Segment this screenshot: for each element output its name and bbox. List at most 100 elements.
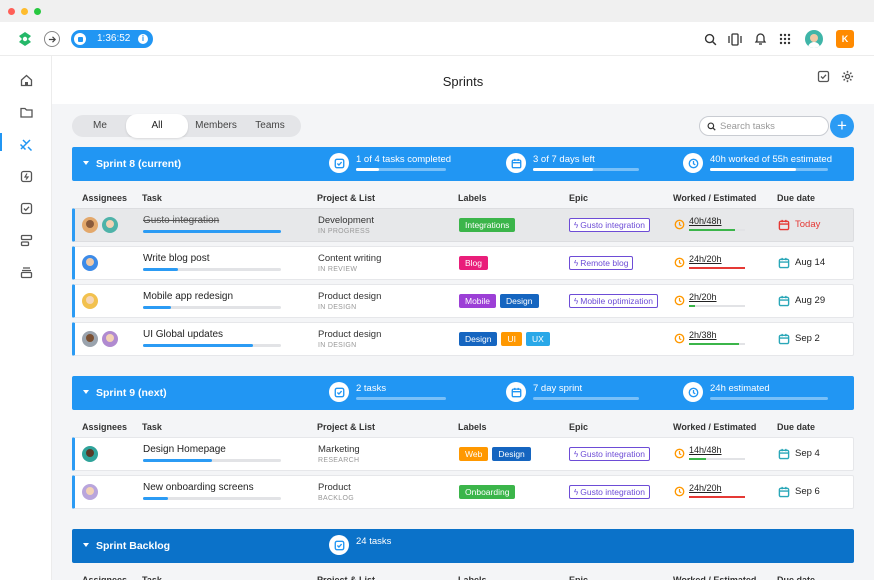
assignee-avatar[interactable] [82, 293, 98, 309]
assignee-avatar[interactable] [102, 331, 118, 347]
task-list-icon[interactable] [815, 68, 831, 84]
worked-progress-fill [689, 305, 695, 307]
task-name[interactable]: Gusto integration [143, 215, 220, 226]
epic-tag[interactable]: ϟ Gusto integration [569, 447, 650, 461]
task-name[interactable]: Write blog post [143, 253, 210, 264]
timeline-icon[interactable] [727, 31, 743, 47]
search-tasks-box[interactable] [699, 116, 829, 136]
sprint-stat-text: 3 of 7 days left [533, 154, 595, 165]
search-icon[interactable] [702, 31, 718, 47]
project-name[interactable]: Marketing [318, 444, 360, 455]
task-progress [143, 497, 281, 500]
search-tasks-input[interactable] [720, 119, 824, 133]
expand-arrow-icon[interactable] [44, 31, 60, 47]
task-row[interactable]: Mobile app redesign Product design IN DESI… [72, 284, 854, 318]
assignee-avatar[interactable] [82, 331, 98, 347]
assignee-avatar[interactable] [82, 255, 98, 271]
label-tag[interactable]: UI [501, 332, 522, 346]
epic-tag[interactable]: ϟ Mobile optimization [569, 294, 658, 308]
sprint-header[interactable]: Sprint 8 (current) 1 of 4 tasks completed… [72, 147, 854, 181]
sprint-stat-progress-fill [356, 168, 379, 171]
archive-icon[interactable] [17, 263, 35, 281]
bell-icon[interactable] [752, 31, 768, 47]
worked-estimated-value[interactable]: 2h/38h [689, 330, 717, 340]
avatar-face [86, 487, 94, 495]
assignee-avatar[interactable] [82, 484, 98, 500]
due-date[interactable]: Sep 4 [795, 448, 820, 459]
task-name[interactable]: New onboarding screens [143, 482, 254, 493]
project-name[interactable]: Product [318, 482, 351, 493]
reports-icon[interactable] [17, 231, 35, 249]
task-row[interactable]: Gusto integration Development IN PROGRESS I… [72, 208, 854, 242]
task-progress [143, 230, 281, 233]
tab-me[interactable]: Me [93, 120, 107, 131]
worked-estimated-value[interactable]: 40h/48h [689, 216, 722, 226]
task-name[interactable]: Design Homepage [143, 444, 226, 455]
timer-pill[interactable]: 1:36:52 i [71, 30, 153, 48]
timer-info-icon[interactable]: i [138, 34, 148, 44]
task-row[interactable]: UI Global updates Product design IN DESIGN… [72, 322, 854, 356]
collapse-chevron-icon[interactable] [83, 543, 89, 547]
task-row[interactable]: Write blog post Content writing IN REVIEW B… [72, 246, 854, 280]
label-tag[interactable]: Design [492, 447, 531, 461]
epic-tag[interactable]: ϟ Gusto integration [569, 485, 650, 499]
collapse-chevron-icon[interactable] [83, 390, 89, 394]
assignee-avatar[interactable] [82, 446, 98, 462]
home-icon[interactable] [17, 71, 35, 89]
due-date[interactable]: Aug 29 [795, 295, 826, 306]
maximize-window-dot[interactable] [34, 8, 41, 15]
epic-name: Mobile optimization [580, 296, 653, 306]
task-name[interactable]: Mobile app redesign [143, 291, 234, 302]
assignee-avatar[interactable] [82, 217, 98, 233]
collapse-chevron-icon[interactable] [83, 161, 89, 165]
app-logo-icon[interactable] [16, 30, 34, 48]
task-row[interactable]: Design Homepage Marketing RESEARCH Web Desig… [72, 437, 854, 471]
project-name[interactable]: Content writing [318, 253, 382, 264]
sprint-header[interactable]: Sprint 9 (next) 2 tasks 7 day sprint 24h es… [72, 376, 854, 410]
close-window-dot[interactable] [8, 8, 15, 15]
tasks-check-icon[interactable] [17, 199, 35, 217]
workspace-badge[interactable]: K [836, 30, 854, 48]
project-name[interactable]: Product design [318, 291, 382, 302]
tab-teams[interactable]: Teams [255, 120, 285, 131]
due-date[interactable]: Sep 6 [795, 486, 820, 497]
label-tag[interactable]: Design [459, 332, 498, 346]
epic-tag[interactable]: ϟ Gusto integration [569, 218, 650, 232]
assignee-avatar[interactable] [102, 217, 118, 233]
apps-grid-icon[interactable] [777, 31, 793, 47]
folder-icon[interactable] [17, 103, 35, 121]
epic-tag[interactable]: ϟ Remote blog [569, 256, 634, 270]
column-header: Project & List [317, 193, 376, 203]
task-row[interactable]: New onboarding screens Product BACKLOG Onbo… [72, 475, 854, 509]
tab-all[interactable]: All [126, 114, 188, 138]
minimize-window-dot[interactable] [21, 8, 28, 15]
worked-estimated-value[interactable]: 24h/20h [689, 483, 722, 493]
label-tag[interactable]: Mobile [459, 294, 497, 308]
worked-estimated-value[interactable]: 24h/20h [689, 254, 722, 264]
user-avatar[interactable] [805, 30, 823, 48]
task-name[interactable]: UI Global updates [143, 329, 224, 340]
due-date[interactable]: Aug 14 [795, 257, 826, 268]
project-name[interactable]: Development [318, 215, 374, 226]
worked-estimated-value[interactable]: 14h/48h [689, 445, 722, 455]
settings-gear-icon[interactable] [839, 68, 855, 84]
add-sprint-button[interactable]: + [830, 114, 854, 138]
sprint-header[interactable]: Sprint Backlog 24 tasks [72, 529, 854, 563]
label-tag[interactable]: Onboarding [459, 485, 516, 499]
label-tag[interactable]: UX [525, 332, 550, 346]
due-date[interactable]: Sep 2 [795, 333, 820, 344]
tab-members[interactable]: Members [195, 120, 237, 131]
label-tag[interactable]: Blog [459, 256, 489, 270]
epic-name: Gusto integration [580, 220, 645, 230]
sprint-stat-text: 1 of 4 tasks completed [356, 154, 452, 165]
list-status: BACKLOG [318, 495, 354, 502]
stop-timer-icon[interactable] [74, 33, 86, 45]
label-tag[interactable]: Integrations [459, 218, 516, 232]
activity-icon[interactable] [17, 167, 35, 185]
sprints-icon[interactable] [17, 135, 35, 153]
worked-estimated-value[interactable]: 2h/20h [689, 292, 717, 302]
due-date[interactable]: Today [795, 219, 821, 230]
project-name[interactable]: Product design [318, 329, 382, 340]
label-tag[interactable]: Web [459, 447, 489, 461]
label-tag[interactable]: Design [500, 294, 539, 308]
